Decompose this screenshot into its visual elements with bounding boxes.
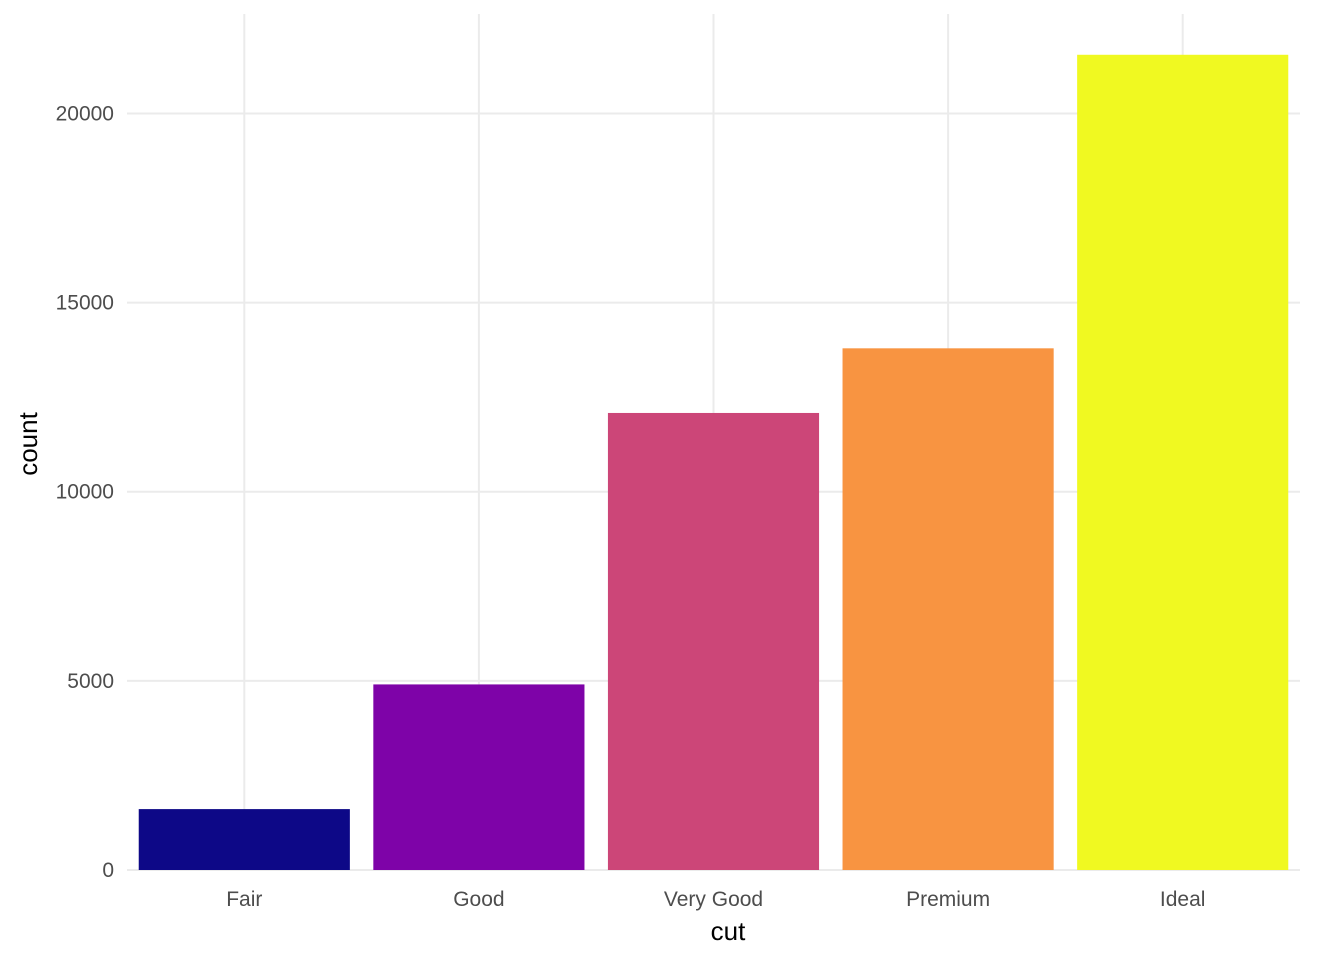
bar bbox=[138, 809, 350, 870]
y-axis-ticks: 0 5000 10000 15000 20000 bbox=[56, 102, 114, 882]
y-tick-label: 0 bbox=[102, 859, 114, 882]
x-axis-ticks: Fair Good Very Good Premium Ideal bbox=[226, 888, 1205, 911]
x-tick-label: Very Good bbox=[664, 888, 763, 911]
x-tick-label: Good bbox=[453, 888, 504, 911]
x-axis-title: cut bbox=[711, 916, 746, 946]
bars bbox=[138, 54, 1289, 870]
x-tick-label: Ideal bbox=[1160, 888, 1206, 911]
bar bbox=[607, 412, 820, 870]
bar bbox=[842, 348, 1054, 870]
bar bbox=[1077, 54, 1289, 870]
y-tick-label: 20000 bbox=[56, 102, 114, 125]
y-tick-label: 5000 bbox=[67, 670, 114, 693]
x-tick-label: Premium bbox=[906, 888, 990, 911]
bar bbox=[373, 684, 585, 870]
y-tick-label: 10000 bbox=[56, 481, 114, 504]
x-tick-label: Fair bbox=[226, 888, 262, 911]
y-axis-title: count bbox=[13, 411, 43, 475]
y-tick-label: 15000 bbox=[56, 292, 114, 315]
